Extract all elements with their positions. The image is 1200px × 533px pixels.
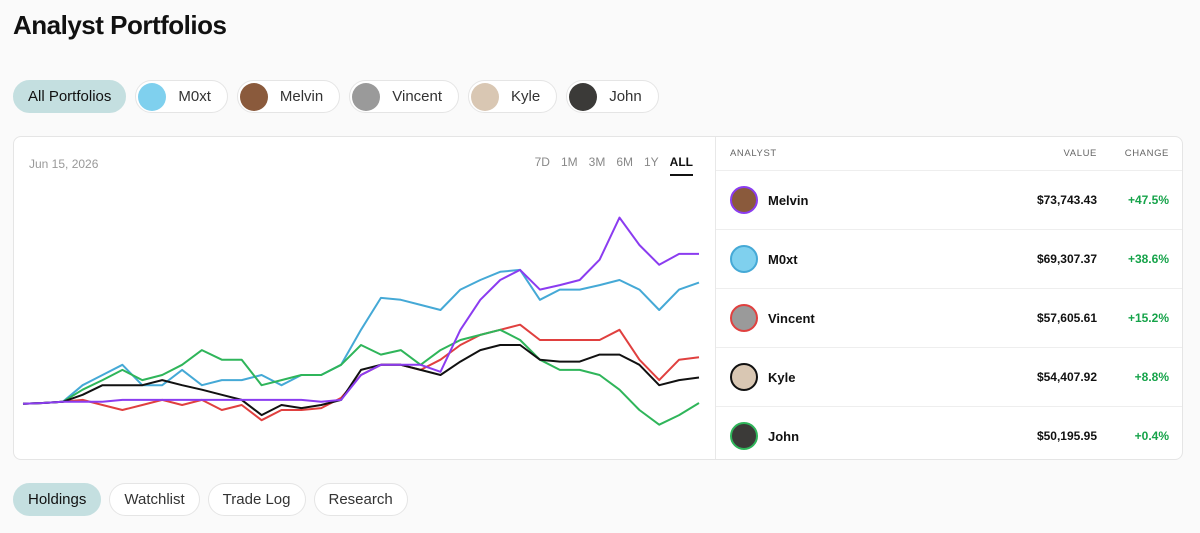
analyst-cell: Melvin [730, 186, 897, 214]
range-button[interactable]: ALL [669, 155, 693, 176]
range-selector: 7D 1M 3M 6M 1Y ALL [535, 155, 693, 176]
page-title: Analyst Portfolios [13, 10, 227, 40]
filter-label: Melvin [279, 88, 324, 105]
avatar [352, 82, 381, 111]
column-header: ANALYST [730, 148, 777, 159]
avatar [730, 363, 758, 391]
tab-pill[interactable]: Trade Log [207, 483, 306, 516]
chart-date: Jun 15, 2026 [29, 157, 99, 171]
tab-pill[interactable]: Research [313, 483, 408, 516]
avatar [138, 82, 167, 111]
range-button[interactable]: 3M [588, 155, 606, 169]
table-row: Melvin $73,743.43 +47.5% [716, 171, 1182, 230]
avatar [730, 186, 758, 214]
value-cell: $69,307.37 [1036, 252, 1097, 266]
analyst-name: Vincent [768, 310, 815, 326]
change-cell: +38.6% [1127, 252, 1169, 266]
filter-label: Vincent [392, 88, 443, 105]
change-cell: +47.5% [1127, 193, 1169, 207]
range-button[interactable]: 1M [560, 155, 578, 169]
analyst-name: John [768, 428, 800, 444]
analyst-cell: Vincent [730, 304, 897, 332]
filter-pill[interactable]: John [566, 80, 659, 113]
avatar [569, 82, 598, 111]
filter-pill[interactable]: Kyle [468, 80, 558, 113]
analyst-table: ANALYST VALUE CHANGE Melvin $73,743.43 +47… [716, 137, 1182, 459]
tab-pill[interactable]: Watchlist [109, 483, 200, 516]
portfolio-line [22, 328, 700, 426]
analyst-name: Melvin [768, 192, 809, 208]
analyst-cell: John [730, 422, 897, 450]
filter-pill[interactable]: Melvin [236, 80, 341, 113]
filter-pill[interactable]: M0xt [135, 80, 228, 113]
filter-label: M0xt [178, 88, 211, 105]
avatar [239, 82, 268, 111]
avatar [730, 304, 758, 332]
tab-pill[interactable]: Holdings [13, 483, 102, 516]
analyst-name: M0xt [768, 251, 798, 267]
portfolio-line [22, 216, 699, 405]
value-cell: $73,743.43 [1036, 193, 1097, 207]
value-cell: $57,605.61 [1036, 311, 1097, 325]
portfolio-panel: Jun 15, 2026 7D 1M 3M 6M 1Y ALL ANALYST VALUE… [13, 136, 1183, 460]
analyst-name: Kyle [768, 369, 796, 385]
chart [22, 216, 700, 426]
table-header: ANALYST VALUE CHANGE [716, 137, 1182, 171]
column-header: VALUE [1063, 148, 1097, 159]
value-cell: $54,407.92 [1036, 370, 1097, 384]
change-cell: +15.2% [1127, 311, 1169, 325]
tab-bar: Holdings Watchlist Trade Log Research [13, 483, 408, 516]
filter-pill[interactable]: All Portfolios [13, 80, 127, 113]
avatar [471, 82, 500, 111]
table-body: Melvin $73,743.43 +47.5% M0xt $69,307.37 +38.… [716, 171, 1182, 459]
portfolio-line [22, 344, 700, 417]
filter-label: All Portfolios [28, 88, 112, 105]
table-row: Kyle $54,407.92 +8.8% [716, 348, 1182, 407]
column-header: CHANGE [1124, 148, 1169, 159]
filter-label: Kyle [511, 88, 541, 105]
portfolio-line [22, 268, 700, 405]
value-cell: $50,195.95 [1036, 429, 1097, 443]
analyst-cell: M0xt [730, 245, 897, 273]
table-row: M0xt $69,307.37 +38.6% [716, 230, 1182, 289]
filter-bar: All Portfolios M0xt Melvin Vincent Kyle John [13, 80, 659, 113]
divider [715, 137, 716, 459]
change-cell: +8.8% [1134, 370, 1169, 384]
range-button[interactable]: 6M [616, 155, 633, 169]
table-row: John $50,195.95 +0.4% [716, 407, 1182, 459]
table-row: Vincent $57,605.61 +15.2% [716, 289, 1182, 348]
change-cell: +0.4% [1134, 429, 1169, 443]
portfolio-line [22, 323, 700, 422]
avatar [730, 245, 758, 273]
range-button[interactable]: 7D [534, 155, 550, 169]
filter-label: John [609, 88, 642, 105]
analyst-cell: Kyle [730, 363, 897, 391]
range-button[interactable]: 1Y [643, 155, 659, 169]
filter-pill[interactable]: Vincent [349, 80, 460, 113]
avatar [730, 422, 758, 450]
